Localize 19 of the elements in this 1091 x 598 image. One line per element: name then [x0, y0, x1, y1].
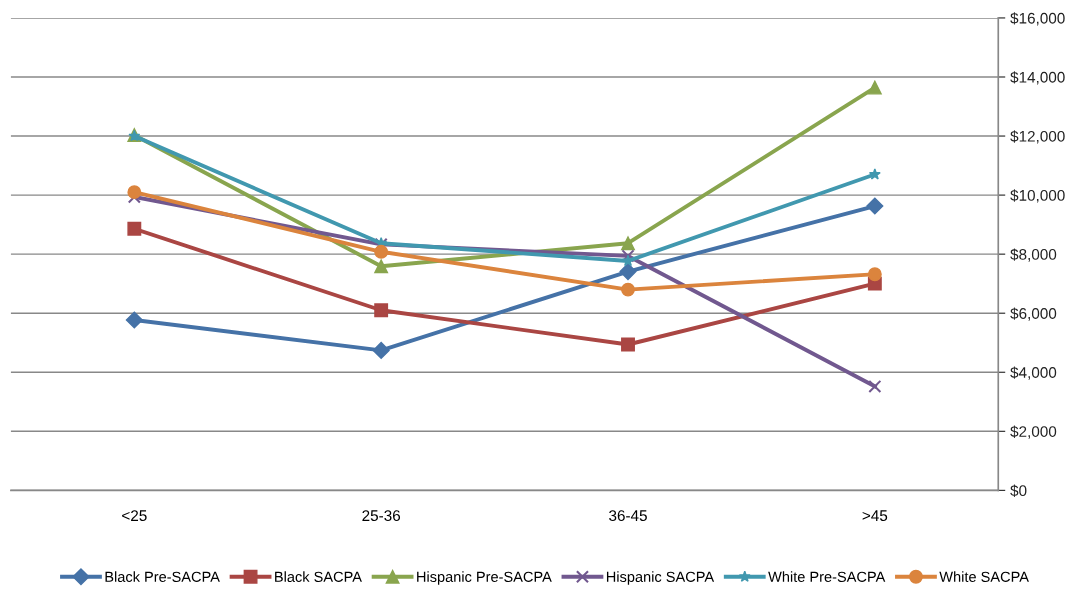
legend-label: Hispanic SACPA [606, 571, 715, 585]
x-tick-label: <25 [122, 510, 147, 522]
legend-label: White Pre-SACPA [768, 571, 886, 582]
y-tick-label: $16,000 [1010, 12, 1065, 26]
x-tick-label: 36-45 [609, 510, 647, 522]
x-tick-label: >45 [862, 510, 888, 522]
y-tick-label: $2,000 [1010, 425, 1057, 439]
legend-label: Black SACPA [275, 571, 362, 582]
y-tick-label: $0 [1010, 484, 1027, 497]
y-tick-label: $10,000 [1010, 189, 1065, 203]
y-tick-label: $8,000 [1010, 248, 1057, 262]
legend-label: Black Pre-SACPA [105, 571, 220, 582]
legend-label: White SACPA [939, 571, 1029, 582]
x-tick-label: 25-36 [362, 510, 401, 522]
y-tick-label: $4,000 [1010, 366, 1057, 380]
y-tick-label: $14,000 [1010, 71, 1065, 85]
y-tick-label: $12,000 [1010, 130, 1065, 144]
y-tick-label: $6,000 [1010, 307, 1057, 321]
legend-label: Hispanic Pre-SACPA [417, 571, 552, 585]
